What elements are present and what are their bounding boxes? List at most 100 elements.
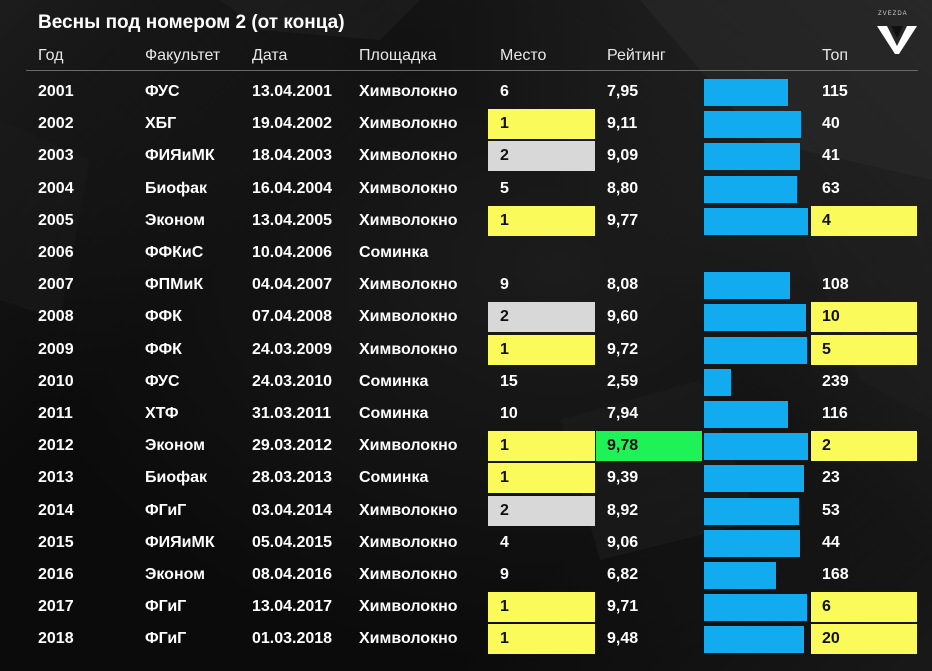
cell-place-value: 9 bbox=[500, 276, 509, 294]
cell-date-value: 05.04.2015 bbox=[252, 533, 333, 551]
cell-rating: 7,94 bbox=[596, 399, 702, 429]
cell-date: 13.04.2017 bbox=[252, 591, 332, 623]
cell-year-value: 2013 bbox=[38, 469, 74, 487]
table-row: 2001 ФУС 13.04.2001 Химволокно 6 7,95 115 bbox=[0, 76, 932, 108]
rating-bar bbox=[704, 562, 776, 589]
cell-venue: Химволокно bbox=[359, 527, 458, 559]
cell-top-value: 5 bbox=[822, 340, 831, 358]
cell-faculty-value: ФФК bbox=[145, 340, 182, 358]
cell-year: 2001 bbox=[38, 76, 74, 108]
cell-faculty: ФГиГ bbox=[145, 591, 186, 623]
cell-year-value: 2003 bbox=[38, 147, 74, 165]
cell-place: 9 bbox=[488, 560, 595, 590]
cell-rating-value: 7,95 bbox=[607, 83, 639, 100]
cell-date: 24.03.2009 bbox=[252, 334, 332, 366]
cell-venue: Соминка bbox=[359, 462, 428, 494]
cell-top-value: 108 bbox=[822, 276, 849, 294]
cell-venue: Соминка bbox=[359, 366, 428, 398]
cell-place: 1 bbox=[488, 463, 595, 494]
cell-faculty-value: ФПМиК bbox=[145, 276, 204, 294]
cell-place-value: 1 bbox=[500, 115, 509, 133]
cell-venue: Химволокно bbox=[359, 623, 458, 655]
cell-top: 23 bbox=[811, 463, 917, 493]
cell-place: 2 bbox=[488, 141, 595, 172]
cell-faculty-value: ХТФ bbox=[145, 405, 179, 422]
cell-year: 2008 bbox=[38, 301, 74, 333]
cell-rating: 9,39 bbox=[596, 463, 702, 493]
cell-rating-value: 9,78 bbox=[607, 437, 639, 455]
cell-year: 2010 bbox=[38, 366, 74, 398]
cell-venue: Химволокно bbox=[359, 205, 458, 237]
cell-date-value: 13.04.2005 bbox=[252, 211, 333, 229]
cell-venue: Химволокно bbox=[359, 140, 458, 172]
cell-rating-value: 9,71 bbox=[607, 598, 639, 616]
cell-venue-value: Химволокно bbox=[359, 598, 458, 616]
cell-faculty-value: ФИЯиМК bbox=[145, 147, 215, 165]
cell-faculty: ФИЯиМК bbox=[145, 140, 215, 172]
cell-year-value: 2011 bbox=[38, 405, 73, 422]
cell-place: 1 bbox=[488, 205, 595, 236]
cell-venue: Химволокно bbox=[359, 301, 458, 333]
cell-year: 2015 bbox=[38, 527, 74, 559]
cell-place-value: 1 bbox=[500, 598, 509, 616]
cell-venue-value: Соминка bbox=[359, 469, 429, 487]
cell-top-value: 168 bbox=[822, 566, 849, 583]
table-row: 2016 Эконом 08.04.2016 Химволокно 9 6,82 168 bbox=[0, 559, 932, 591]
cell-top: 53 bbox=[811, 496, 917, 526]
table-row: 2003 ФИЯиМК 18.04.2003 Химволокно 2 9,09 41 bbox=[0, 140, 932, 172]
cell-date: 13.04.2005 bbox=[252, 205, 332, 237]
cell-rating: 9,48 bbox=[596, 624, 702, 654]
cell-place: 2 bbox=[488, 302, 595, 333]
cell-place: 1 bbox=[488, 334, 595, 365]
cell-faculty: Эконом bbox=[145, 430, 205, 462]
cell-faculty: ХБГ bbox=[145, 108, 176, 140]
cell-rating: 9,72 bbox=[596, 335, 702, 365]
cell-venue-value: Химволокно bbox=[359, 115, 458, 133]
cell-venue: Химволокно bbox=[359, 559, 458, 591]
cell-year-value: 2016 bbox=[38, 566, 74, 583]
table-row: 2006 ФФКиС 10.04.2006 Соминка bbox=[0, 237, 932, 269]
cell-year: 2003 bbox=[38, 140, 74, 172]
cell-venue-value: Соминка bbox=[359, 244, 429, 261]
cell-faculty: ФФК bbox=[145, 301, 182, 333]
cell-year-value: 2009 bbox=[38, 340, 74, 358]
cell-top: 2 bbox=[811, 431, 917, 462]
cell-date-value: 19.04.2002 bbox=[252, 115, 333, 133]
cell-faculty: ФПМиК bbox=[145, 269, 203, 301]
cell-rating-value: 9,48 bbox=[607, 630, 639, 648]
cell-place: 1 bbox=[488, 109, 595, 140]
cell-place: 9 bbox=[488, 270, 595, 300]
cell-year-value: 2012 bbox=[38, 437, 74, 455]
cell-date-value: 18.04.2003 bbox=[252, 147, 333, 165]
cell-rating-value: 8,80 bbox=[607, 179, 639, 197]
table-row: 2014 ФГиГ 03.04.2014 Химволокно 2 8,92 53 bbox=[0, 495, 932, 527]
cell-date: 10.04.2006 bbox=[252, 237, 332, 269]
cell-date-value: 31.03.2011 bbox=[252, 405, 332, 422]
cell-faculty-value: ФФКиС bbox=[145, 244, 204, 261]
cell-place-value: 9 bbox=[500, 566, 509, 583]
cell-venue-value: Химволокно bbox=[359, 179, 458, 197]
cell-place-value: 4 bbox=[500, 533, 509, 551]
table-header: Год Факультет Дата Площадка Место Рейтин… bbox=[0, 44, 920, 68]
cell-date-value: 13.04.2001 bbox=[252, 83, 333, 100]
cell-date-value: 28.03.2013 bbox=[252, 469, 333, 487]
cell-place-value: 15 bbox=[500, 372, 518, 390]
cell-rating: 9,06 bbox=[596, 528, 702, 558]
header-venue: Площадка bbox=[359, 47, 437, 64]
cell-place: 5 bbox=[488, 174, 595, 204]
cell-venue-value: Химволокно bbox=[359, 437, 458, 455]
header-place: Место bbox=[500, 47, 547, 64]
cell-top: 168 bbox=[811, 560, 917, 590]
cell-venue-value: Химволокно bbox=[359, 308, 458, 326]
cell-rating-value: 9,09 bbox=[607, 147, 639, 165]
cell-faculty-value: ФФК bbox=[145, 308, 182, 326]
cell-year: 2017 bbox=[38, 591, 74, 623]
cell-venue: Химволокно bbox=[359, 76, 458, 108]
cell-venue-value: Химволокно bbox=[359, 147, 458, 165]
cell-faculty: Эконом bbox=[145, 205, 205, 237]
cell-year-value: 2010 bbox=[38, 372, 74, 390]
cell-date-value: 07.04.2008 bbox=[252, 308, 333, 326]
rating-bar bbox=[704, 368, 731, 396]
cell-date: 19.04.2002 bbox=[252, 108, 332, 140]
cell-year: 2009 bbox=[38, 334, 74, 366]
